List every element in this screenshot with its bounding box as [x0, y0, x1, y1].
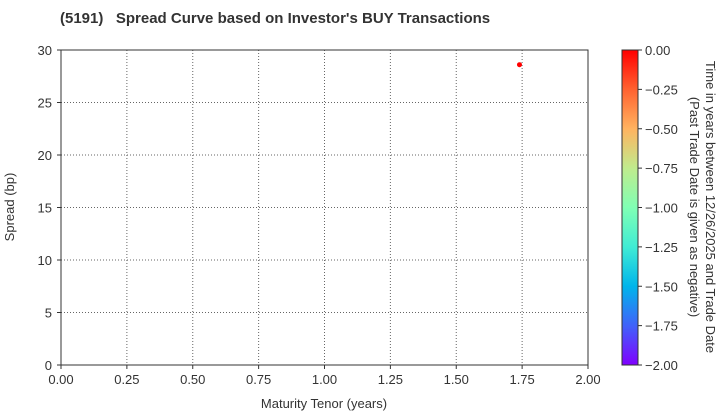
y-tick-label: 25: [38, 96, 52, 111]
colorbar-tick-label: 0.00: [645, 43, 670, 58]
x-tick-label: 1.25: [378, 372, 403, 387]
x-tick-label: 0.25: [114, 372, 139, 387]
x-tick-label: 2.00: [575, 372, 600, 387]
x-axis-ticks: 0.00 0.25 0.50 0.75 1.00 1.25 1.50 1.75 2.00: [48, 365, 601, 387]
y-tick-label: 30: [38, 43, 52, 58]
x-tick-label: 1.00: [312, 372, 337, 387]
data-point: [516, 62, 522, 68]
y-tick-label: 10: [38, 253, 52, 268]
colorbar-tick-label: −0.50: [645, 122, 678, 137]
colorbar-label-line1: Time in years between 12/26/2025 and Tra…: [703, 61, 718, 353]
x-tick-label: 1.50: [444, 372, 469, 387]
x-tick-label: 0.50: [180, 372, 205, 387]
y-tick-label: 15: [38, 201, 52, 216]
colorbar-tick-label: −1.75: [645, 319, 678, 334]
x-tick-label: 1.75: [509, 372, 534, 387]
y-tick-label: 5: [45, 306, 52, 321]
y-axis-ticks: 0 5 10 15 20 25 30: [38, 43, 61, 373]
colorbar-tick-label: −2.00: [645, 358, 678, 373]
y-tick-label: 0: [45, 358, 52, 373]
x-tick-label: 0.00: [48, 372, 73, 387]
x-tick-label: 0.75: [246, 372, 271, 387]
colorbar: [621, 49, 639, 366]
colorbar-label-line2: (Past Trade Date is given as negative): [687, 97, 702, 317]
colorbar-tick-label: −0.25: [645, 82, 678, 97]
chart-title: (5191) Spread Curve based on Investor's …: [60, 10, 491, 27]
colorbar-tick-label: −1.50: [645, 279, 678, 294]
grid-lines: [60, 49, 589, 366]
y-tick-label: 20: [38, 148, 52, 163]
data-points: [516, 62, 522, 68]
colorbar-ticks: 0.00 −0.25 −0.50 −0.75 −1.00 −1.25 −1.50 −1.75 −…: [638, 43, 678, 373]
y-axis-label: Spread (bp): [2, 173, 17, 242]
x-axis-label: Maturity Tenor (years): [261, 396, 387, 411]
colorbar-tick-label: −1.00: [645, 201, 678, 216]
colorbar-tick-label: −1.25: [645, 240, 678, 255]
colorbar-tick-label: −0.75: [645, 161, 678, 176]
